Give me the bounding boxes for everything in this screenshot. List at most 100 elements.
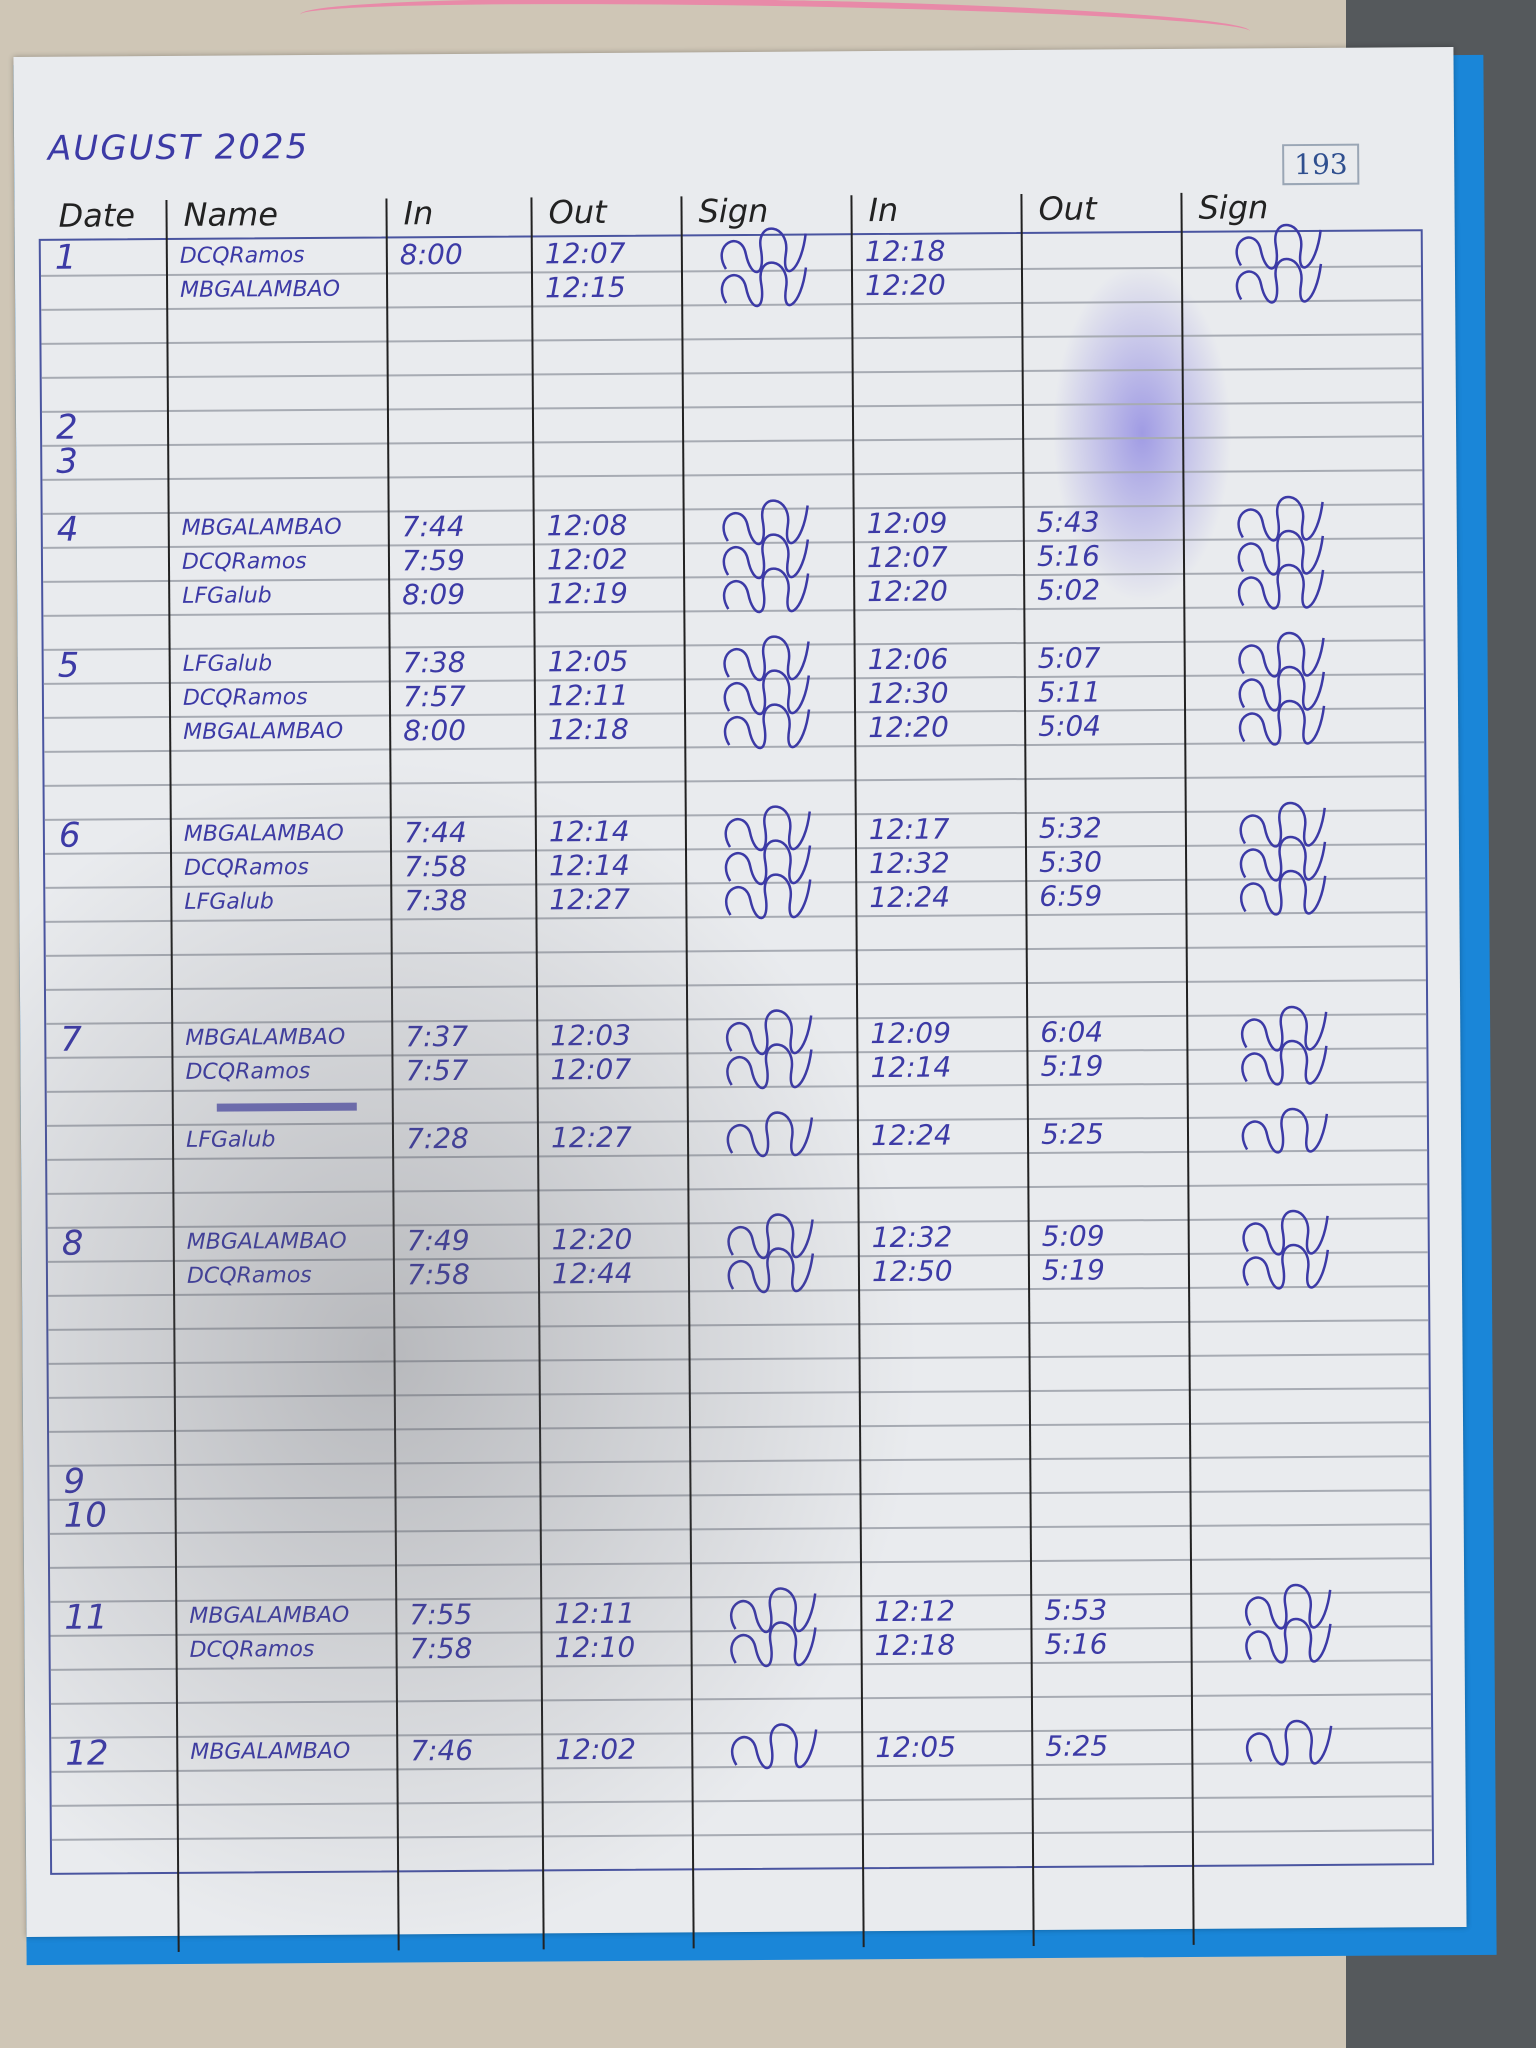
time-in-cell: 7:55 (409, 1597, 473, 1632)
time-out-cell: 12:11 (554, 1596, 636, 1631)
ruled-line (51, 1829, 1432, 1841)
signature (1238, 631, 1325, 678)
time-in-pm-cell: 12:06 (867, 642, 949, 677)
time-in-cell: 7:58 (404, 849, 468, 884)
time-out-pm-cell: 5:19 (1041, 1253, 1105, 1287)
time-out-pm-cell: 5:04 (1038, 709, 1102, 743)
time-in-cell: 7:37 (405, 1019, 469, 1054)
signature (725, 1009, 813, 1056)
name-cell: DCQRamos (185, 1059, 311, 1085)
signature (729, 1587, 817, 1634)
time-out-pm-cell: 6:59 (1039, 879, 1103, 913)
time-in-pm-cell: 12:20 (867, 574, 949, 609)
name-cell: MBGALAMBAO (185, 1024, 346, 1051)
name-cell: LFGalub (184, 889, 274, 915)
date-cell: 2 (55, 407, 78, 448)
date-cell: 11 (64, 1597, 108, 1638)
time-in-cell: 8:09 (402, 577, 466, 612)
time-in-cell: 7:57 (402, 679, 466, 714)
ruled-line (48, 1387, 1429, 1399)
time-out-cell: 12:11 (547, 678, 629, 713)
time-out-pm-cell: 5:07 (1037, 641, 1101, 675)
time-in-pm-cell: 12:09 (870, 1016, 952, 1051)
time-out-cell: 12:05 (547, 644, 629, 679)
date-cell: 10 (63, 1495, 108, 1536)
time-out-pm-cell: 5:11 (1037, 675, 1101, 709)
time-in-cell: 7:28 (405, 1121, 470, 1156)
signature (1235, 257, 1323, 304)
time-in-pm-cell: 12:32 (871, 1220, 953, 1255)
time-out-pm-cell: 5:43 (1036, 505, 1100, 539)
time-in-pm-cell: 12:09 (866, 506, 948, 541)
header-out-pm: Out (1038, 189, 1097, 228)
time-out-cell: 12:44 (551, 1256, 633, 1291)
time-out-cell: 12:02 (546, 542, 628, 577)
name-cell: LFGalub (185, 1127, 276, 1153)
signature (1237, 529, 1325, 576)
attendance-table: 1 DCQRamos 8:00 12:07 12:18 MBGALAMBAO 12:15 12… (38, 192, 1435, 1952)
time-out-pm-cell: 5:02 (1037, 573, 1101, 607)
time-in-pm-cell: 12:07 (866, 540, 948, 575)
signature (722, 567, 810, 614)
signature (1235, 223, 1322, 270)
ruled-line (45, 979, 1426, 991)
date-cell: 9 (63, 1461, 86, 1502)
name-cell: DCQRamos (181, 549, 307, 575)
date-cell: 6 (58, 815, 81, 856)
page-title: AUGUST 2025 (47, 126, 310, 169)
date-cell: 12 (65, 1733, 109, 1774)
ruled-line (48, 1319, 1429, 1331)
name-cell: LFGalub (182, 583, 272, 609)
time-out-cell: 12:10 (554, 1630, 636, 1665)
signature (723, 669, 811, 716)
signature (1242, 1243, 1330, 1290)
ruled-line (51, 1795, 1432, 1807)
time-in-cell: 7:44 (403, 815, 467, 850)
time-in-cell: 8:00 (399, 237, 463, 272)
signature (1237, 563, 1325, 610)
time-in-cell: 7:59 (401, 543, 465, 578)
name-cell: LFGalub (182, 651, 273, 677)
header-date: Date (58, 196, 136, 235)
signature (727, 1247, 815, 1294)
ruled-line (48, 1353, 1429, 1365)
time-out-cell: 12:14 (548, 848, 630, 883)
signature (1241, 1039, 1328, 1086)
ruled-line (49, 1557, 1430, 1569)
name-cell: DCQRamos (184, 855, 309, 881)
signature (726, 1111, 814, 1158)
time-out-pm-cell: 5:32 (1038, 811, 1102, 845)
time-in-pm-cell: 12:18 (864, 234, 946, 269)
signature (722, 499, 809, 546)
signature (730, 1723, 818, 1770)
ruled-line (49, 1421, 1430, 1433)
name-cell: MBGALAMBAO (181, 514, 342, 541)
time-in-pm-cell: 12:12 (874, 1594, 956, 1629)
signature (1239, 869, 1327, 916)
time-out-cell: 12:07 (544, 236, 626, 271)
signature (1239, 801, 1326, 848)
time-out-cell: 12:15 (544, 270, 626, 305)
bookmark-ribbon (299, 0, 1251, 55)
signature (1245, 1719, 1333, 1766)
time-out-pm-cell: 5:25 (1045, 1729, 1109, 1763)
time-in-pm-cell: 12:14 (870, 1050, 952, 1085)
signature (1239, 835, 1327, 882)
time-in-cell: 7:46 (410, 1733, 474, 1768)
time-out-cell: 12:18 (548, 712, 629, 747)
time-in-pm-cell: 12:32 (868, 846, 950, 881)
logbook-page: AUGUST 2025 193 Date Name In Out Sign In Out Si… (13, 46, 1467, 1958)
name-cell: MBGALAMBAO (183, 718, 344, 745)
header-in: In (403, 194, 434, 233)
name-cell: MBGALAMBAO (189, 1602, 350, 1629)
time-in-pm-cell: 12:17 (868, 812, 950, 847)
name-cell: DCQRamos (182, 685, 308, 711)
time-in-pm-cell: 12:24 (869, 880, 951, 915)
signature (723, 703, 811, 750)
ruled-line (44, 775, 1425, 787)
signature (1244, 1583, 1332, 1630)
signature (1245, 1617, 1332, 1664)
time-in-pm-cell: 12:05 (875, 1730, 957, 1765)
name-cell: MBGALAMBAO (180, 276, 341, 303)
time-in-cell: 7:38 (402, 645, 466, 680)
